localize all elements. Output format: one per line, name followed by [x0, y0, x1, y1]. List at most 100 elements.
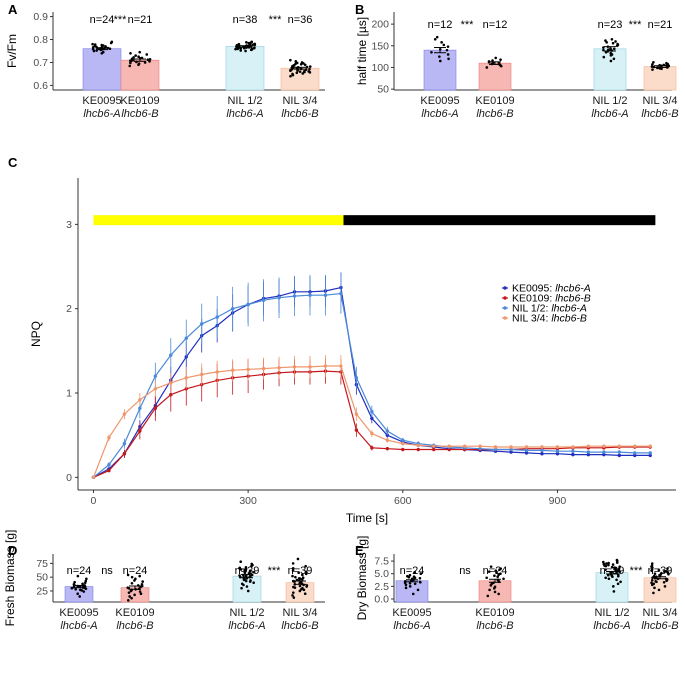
data-point: [323, 364, 328, 368]
data-point: [238, 574, 241, 577]
category-label: NIL 3/4: [282, 95, 317, 107]
data-point: [139, 592, 143, 596]
n-label: n=12: [428, 19, 453, 31]
data-point: [128, 64, 132, 68]
data-point: [509, 447, 513, 452]
data-point: [370, 446, 374, 450]
legend-item: KE0109: lhcb6-B: [502, 293, 591, 305]
data-point: [650, 564, 654, 567]
data-point: [385, 446, 390, 451]
data-point: [301, 573, 304, 577]
data-point: [200, 372, 204, 377]
category-genotype: lhcb6-A: [593, 620, 630, 632]
data-point: [240, 586, 243, 590]
data-point: [295, 71, 299, 75]
y-tick-label: 0.0: [374, 593, 389, 605]
category-genotype: lhcb6-A: [421, 108, 458, 120]
data-point: [446, 53, 450, 56]
data-point: [240, 582, 244, 586]
data-point: [447, 447, 451, 452]
data-point: [604, 568, 607, 571]
data-point: [323, 293, 328, 297]
category-genotype: lhcb6-B: [641, 620, 678, 632]
bar: [64, 586, 94, 603]
data-point: [245, 585, 249, 588]
legend-marker: [503, 296, 507, 300]
data-point: [602, 562, 606, 566]
y-tick-label: 75: [36, 558, 48, 570]
data-point: [555, 449, 560, 453]
category-genotype: lhcb6-B: [641, 108, 678, 120]
significance-label: ns: [101, 565, 113, 577]
data-point: [79, 588, 82, 592]
y-tick-label: 2.5: [374, 581, 389, 593]
data-point: [253, 46, 256, 49]
n-label: n=24: [483, 565, 508, 577]
y-tick-label: 1: [66, 388, 72, 400]
data-point: [132, 56, 135, 59]
data-point: [633, 444, 637, 448]
category-genotype: lhcb6-B: [116, 620, 153, 632]
data-point: [169, 381, 173, 385]
data-point: [138, 429, 142, 433]
category-genotype: lhcb6-B: [281, 620, 318, 632]
data-point: [78, 595, 81, 598]
data-point: [633, 453, 637, 458]
data-point: [610, 38, 614, 41]
data-point: [134, 577, 137, 581]
data-point: [107, 468, 111, 473]
data-point: [485, 66, 489, 69]
data-point: [304, 572, 308, 576]
data-point: [122, 452, 127, 456]
data-point: [238, 566, 242, 570]
data-point: [138, 574, 141, 578]
data-point: [606, 48, 610, 51]
n-label: n=38: [233, 14, 258, 26]
significance-label: ***: [269, 14, 283, 26]
category-label: NIL 3/4: [642, 95, 677, 107]
category-label: NIL 3/4: [282, 607, 317, 619]
data-point: [235, 43, 239, 47]
data-point: [84, 579, 88, 583]
legend-marker: [503, 306, 507, 310]
n-label: n=39: [600, 565, 625, 577]
data-point: [128, 59, 132, 62]
category-genotype: lhcb6-B: [121, 108, 158, 120]
data-point: [130, 575, 134, 579]
data-point: [408, 573, 412, 577]
data-point: [298, 70, 302, 73]
data-point: [370, 431, 374, 436]
data-point: [606, 573, 610, 577]
data-point: [605, 562, 608, 565]
data-point: [91, 475, 96, 480]
legend-marker: [503, 286, 507, 290]
bar: [232, 575, 262, 603]
category-label: NIL 1/2: [229, 607, 264, 619]
data-point: [648, 451, 652, 455]
y-tick-label: 0.7: [33, 57, 48, 69]
data-point: [478, 444, 482, 448]
data-point: [653, 586, 656, 590]
data-point: [401, 441, 405, 446]
legend-label: KE0109: lhcb6-B: [512, 293, 591, 305]
data-point: [657, 588, 661, 592]
n-label: n=24: [123, 565, 148, 577]
data-point: [432, 444, 436, 448]
n-label: n=23: [598, 19, 623, 31]
data-point: [491, 59, 494, 62]
legend-name: NIL 3/4:: [512, 313, 551, 325]
data-point: [261, 366, 266, 371]
y-axis-title: Fresh Biomass [g]: [3, 530, 17, 627]
data-point: [354, 376, 359, 380]
data-point: [406, 574, 409, 578]
data-point: [146, 58, 150, 62]
data-point: [607, 561, 610, 565]
data-point: [462, 444, 467, 448]
data-point: [294, 575, 297, 579]
legend-item: NIL 1/2: lhcb6-A: [502, 303, 587, 315]
data-point: [493, 445, 498, 449]
data-point: [100, 43, 104, 47]
data-point: [488, 588, 491, 592]
data-point: [447, 57, 450, 61]
